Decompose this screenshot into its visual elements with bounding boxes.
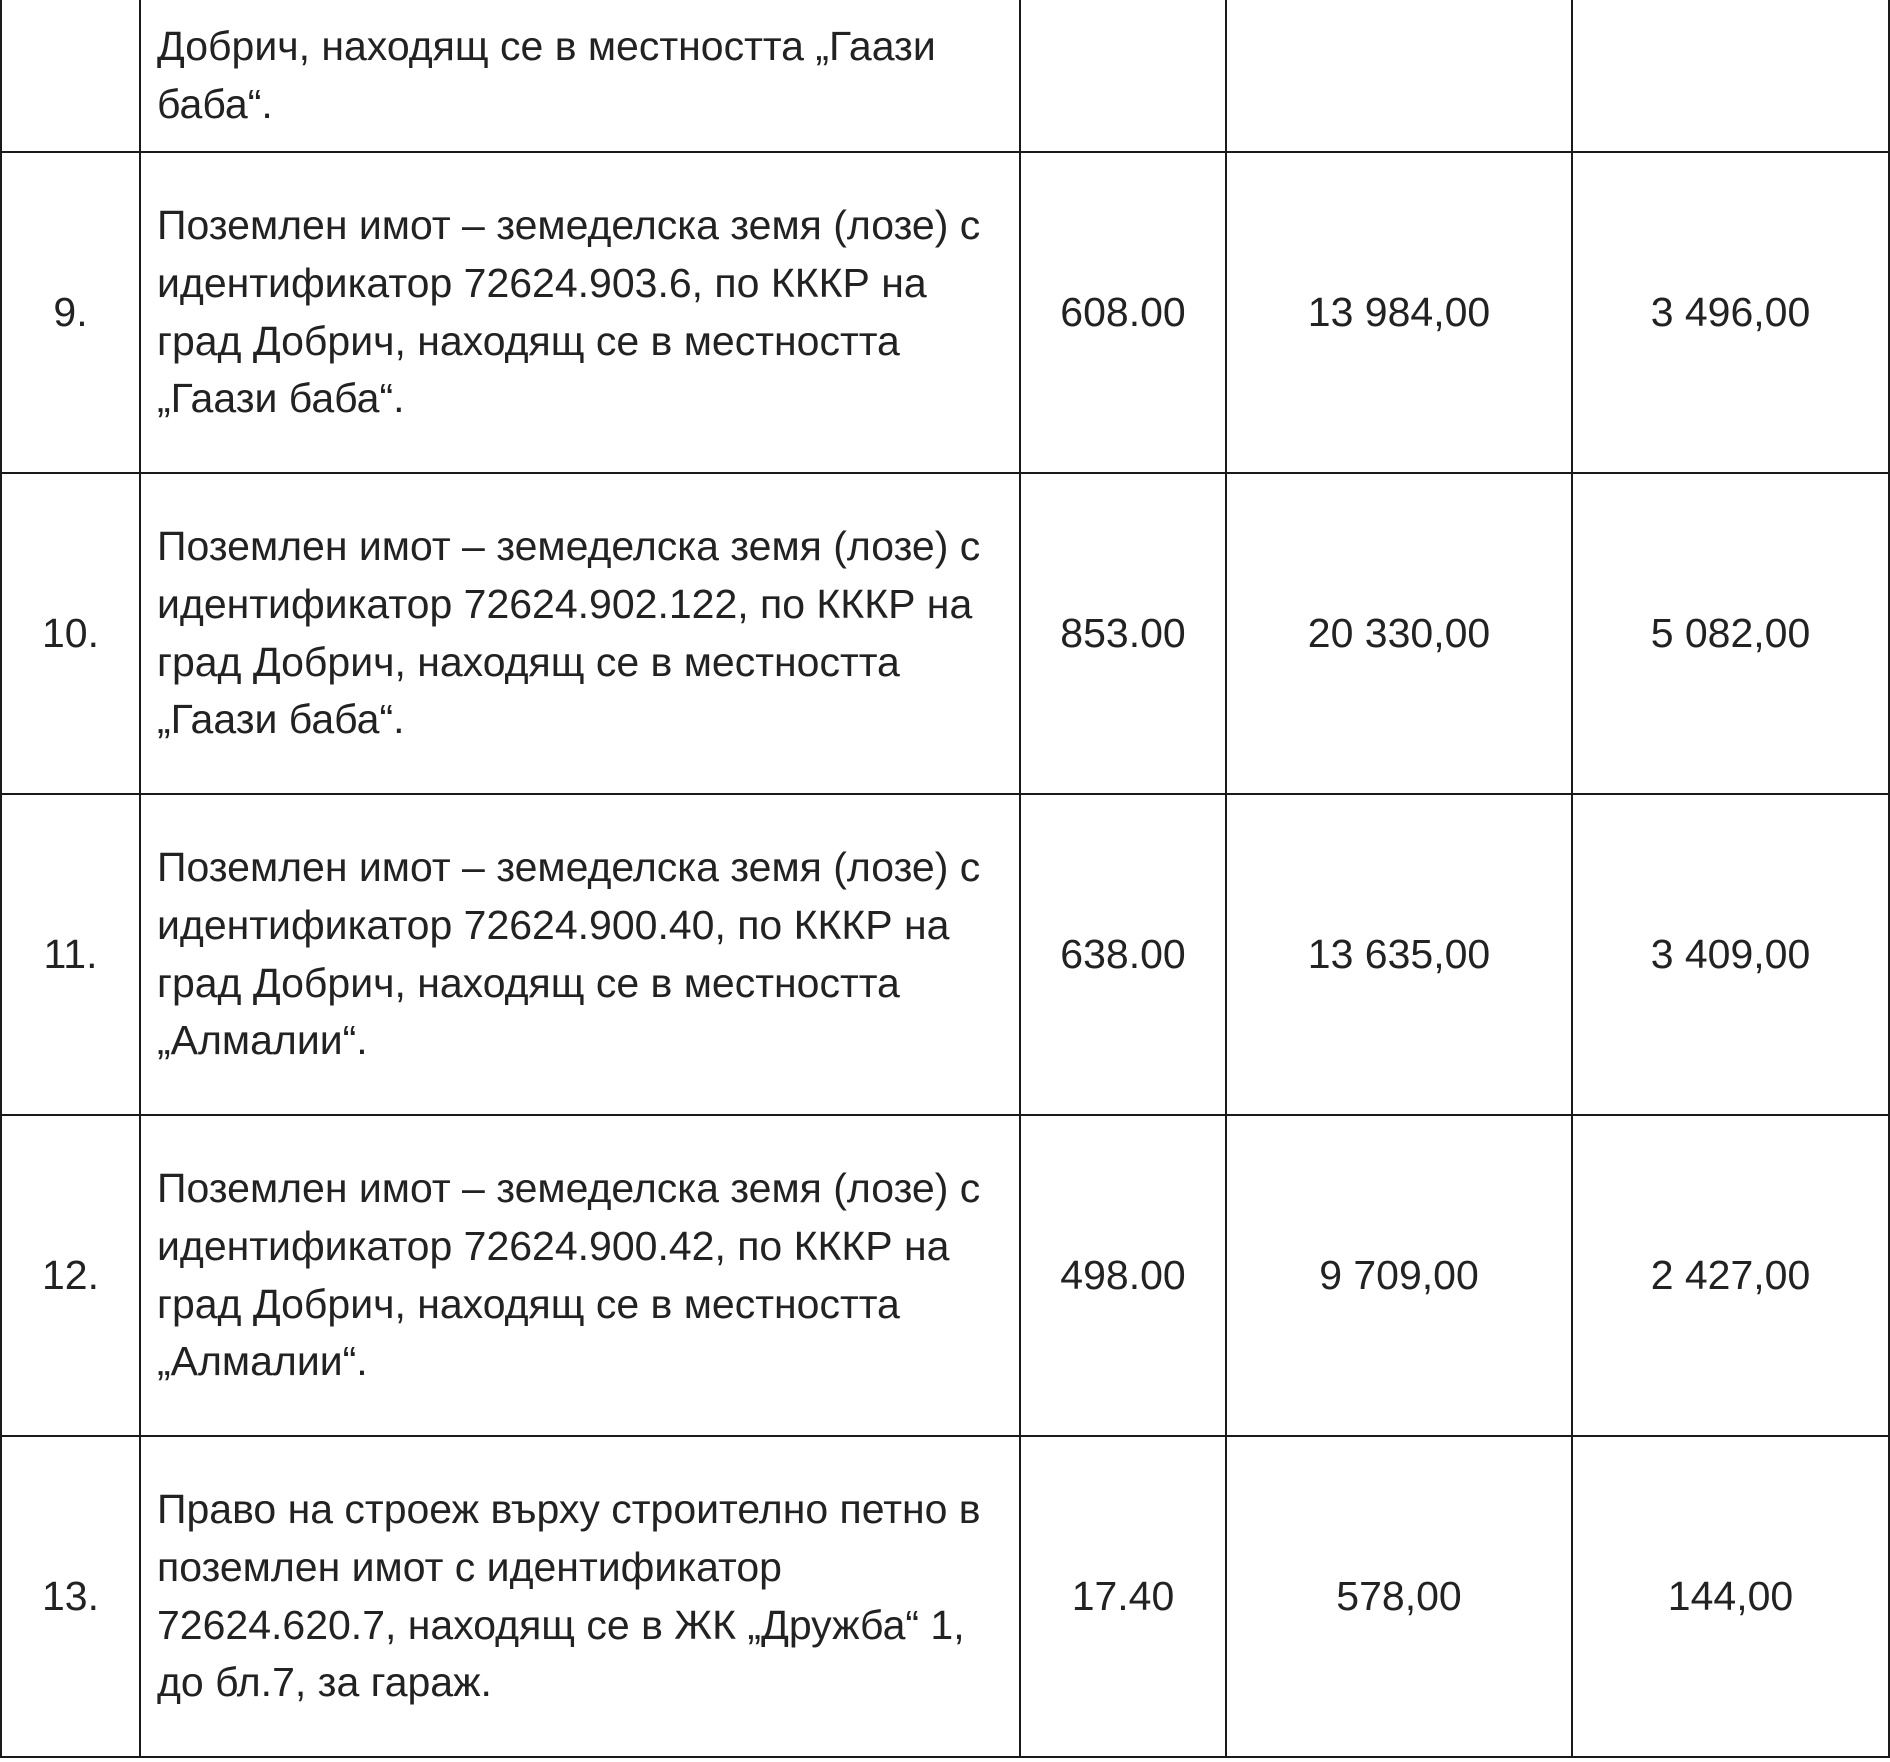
annual-value: 5 082,00	[1571, 472, 1890, 795]
annual-value: 2 427,00	[1571, 1114, 1890, 1437]
property-description: Поземлен имот – земеделска земя (лозе) с…	[139, 151, 1021, 474]
area-value: 853.00	[1019, 472, 1227, 795]
table-row: 13. Право на строеж върху строително петн…	[0, 1435, 1890, 1758]
row-number: 9.	[0, 151, 141, 474]
area-value: 638.00	[1019, 793, 1227, 1116]
row-number: 11.	[0, 793, 141, 1116]
annual-value: 144,00	[1571, 1435, 1890, 1758]
property-description: Поземлен имот – земеделска земя (лозе) с…	[139, 472, 1021, 795]
area-value: 608.00	[1019, 151, 1227, 474]
table-row: 12. Поземлен имот – земеделска земя (лозе…	[0, 1114, 1890, 1437]
row-number: 12.	[0, 1114, 141, 1437]
row-number: 13.	[0, 1435, 141, 1758]
table-row: 10. Поземлен имот – земеделска земя (лозе…	[0, 472, 1890, 795]
table-row: 11. Поземлен имот – земеделска земя (лозе…	[0, 793, 1890, 1116]
market-value: 13 984,00	[1225, 151, 1573, 474]
market-value: 20 330,00	[1225, 472, 1573, 795]
annual-value: 3 409,00	[1571, 793, 1890, 1116]
area-value: 17.40	[1019, 1435, 1227, 1758]
property-description: Добрич, находящ се в местността „Гаази б…	[139, 0, 1021, 153]
market-value: 9 709,00	[1225, 1114, 1573, 1437]
row-number	[0, 0, 141, 153]
property-description: Право на строеж върху строително петно в…	[139, 1435, 1021, 1758]
table-row: Добрич, находящ се в местността „Гаази б…	[0, 0, 1890, 153]
property-description: Поземлен имот – земеделска земя (лозе) с…	[139, 793, 1021, 1116]
market-value	[1225, 0, 1573, 153]
annual-value	[1571, 0, 1890, 153]
row-number: 10.	[0, 472, 141, 795]
market-value: 578,00	[1225, 1435, 1573, 1758]
property-description: Поземлен имот – земеделска земя (лозе) с…	[139, 1114, 1021, 1437]
area-value: 498.00	[1019, 1114, 1227, 1437]
area-value	[1019, 0, 1227, 153]
market-value: 13 635,00	[1225, 793, 1573, 1116]
table-row: 9. Поземлен имот – земеделска земя (лозе)…	[0, 151, 1890, 474]
annual-value: 3 496,00	[1571, 151, 1890, 474]
